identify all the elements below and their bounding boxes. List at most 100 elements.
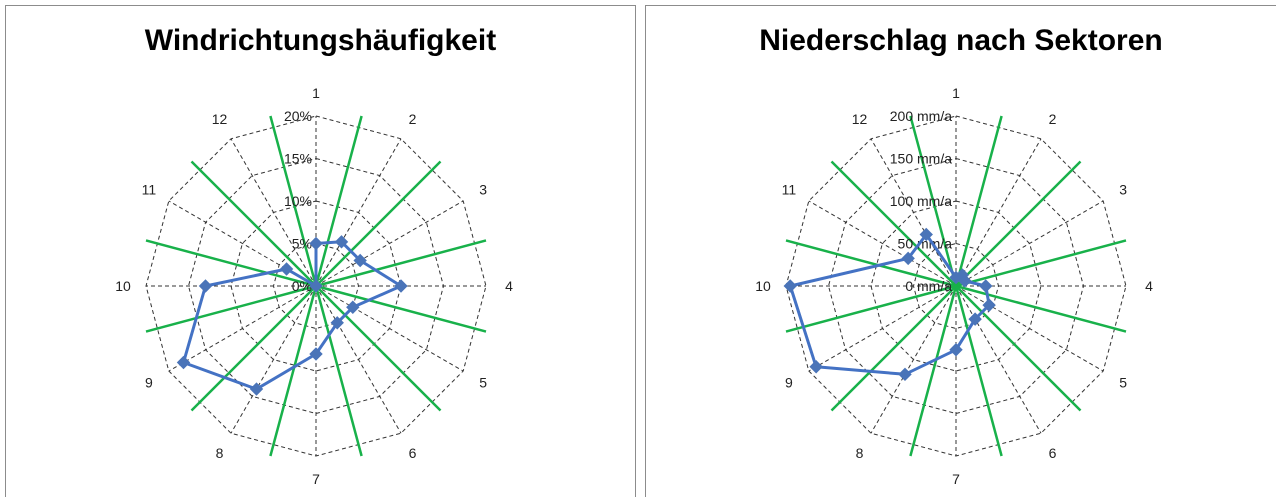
radial-tick-label: 0 mm/a xyxy=(905,278,952,294)
sector-boundary-line xyxy=(314,285,363,457)
data-point-marker xyxy=(958,274,972,288)
data-point-marker xyxy=(982,298,996,312)
category-label: 11 xyxy=(142,182,157,198)
category-label: 7 xyxy=(952,471,960,487)
category-label: 4 xyxy=(1145,278,1153,294)
grid-spoke xyxy=(315,200,464,287)
category-label: 6 xyxy=(409,445,417,461)
category-label: 8 xyxy=(856,445,864,461)
data-point-marker xyxy=(309,279,323,293)
radial-tick-label: 10% xyxy=(284,193,312,209)
data-point-marker xyxy=(394,279,408,293)
grid-spoke xyxy=(230,285,317,434)
chart-title: Windrichtungshäufigkeit xyxy=(144,24,497,57)
radial-tick-label: 200 mm/a xyxy=(890,108,952,124)
category-label: 9 xyxy=(785,375,793,391)
sector-boundary-line xyxy=(909,115,958,287)
data-point-marker xyxy=(809,360,823,374)
sector-boundary-line xyxy=(954,115,1003,287)
data-point-marker xyxy=(198,279,213,293)
data-point-marker xyxy=(330,316,344,330)
category-label: 2 xyxy=(409,111,417,127)
category-label: 12 xyxy=(212,111,228,127)
category-label: 10 xyxy=(755,278,771,294)
category-label: 11 xyxy=(782,182,797,198)
sector-boundary-line xyxy=(785,239,957,288)
grid-spoke xyxy=(808,285,957,372)
radial-tick-label: 50 mm/a xyxy=(898,236,953,252)
grid-spoke xyxy=(315,285,464,372)
category-label: 7 xyxy=(312,471,320,487)
data-point-marker xyxy=(346,300,360,314)
sector-boundary-line xyxy=(830,160,957,287)
sector-boundary-line xyxy=(190,160,317,287)
sector-boundary-line xyxy=(830,285,957,412)
category-label: 6 xyxy=(1049,445,1057,461)
sector-boundary-line xyxy=(955,284,1127,333)
grid-spoke xyxy=(955,138,1042,287)
sector-boundary-line xyxy=(315,284,487,333)
category-label: 1 xyxy=(312,85,320,101)
category-label: 5 xyxy=(479,375,487,391)
radial-tick-label: 5% xyxy=(292,236,312,252)
sector-boundary-line xyxy=(909,285,958,457)
category-label: 5 xyxy=(1119,375,1127,391)
sector-boundary-line xyxy=(190,285,317,412)
grid-spoke xyxy=(315,138,402,287)
sector-boundary-line xyxy=(955,239,1127,288)
sector-boundary-line xyxy=(315,285,442,412)
sector-boundary-line xyxy=(785,284,957,333)
data-point-marker xyxy=(898,367,912,382)
grid-spoke xyxy=(955,285,1104,372)
grid-spoke xyxy=(168,285,317,372)
sector-boundary-line xyxy=(269,285,318,457)
data-point-marker xyxy=(309,347,323,361)
sector-boundary-line xyxy=(954,285,1003,457)
grid-spoke xyxy=(808,200,957,287)
data-point-marker xyxy=(279,262,294,276)
category-label: 3 xyxy=(1119,182,1127,198)
chart-panel-wind-frequency: Windrichtungshäufigkeit 0% 5% 10% 15% 20% 1 2 3… xyxy=(5,5,636,497)
data-point-marker xyxy=(968,312,982,326)
grid-spoke xyxy=(315,285,402,434)
radial-tick-label: 15% xyxy=(284,151,312,167)
chart-panel-precipitation: Niederschlag nach Sektoren 0 mm/a 50 mm/a… xyxy=(645,5,1276,497)
data-point-marker xyxy=(949,343,963,357)
category-label: 9 xyxy=(145,375,153,391)
category-label: 4 xyxy=(505,278,513,294)
sector-boundary-line xyxy=(145,284,317,333)
radial-tick-label: 100 mm/a xyxy=(890,193,952,209)
category-label: 12 xyxy=(852,111,868,127)
category-label: 8 xyxy=(216,445,224,461)
data-point-marker xyxy=(249,382,264,396)
category-label: 10 xyxy=(115,278,131,294)
sector-boundary-line xyxy=(315,239,487,288)
sector-boundary-line xyxy=(955,285,1082,412)
radial-tick-label: 150 mm/a xyxy=(890,151,952,167)
sector-boundary-line xyxy=(269,115,318,287)
grid-spoke xyxy=(230,138,317,287)
category-label: 1 xyxy=(952,85,960,101)
data-point-marker xyxy=(309,236,323,251)
data-point-marker xyxy=(334,235,349,249)
sector-boundary-line xyxy=(145,239,317,288)
data-point-marker xyxy=(901,251,915,266)
radial-tick-label: 20% xyxy=(284,108,312,124)
sector-boundary-line xyxy=(315,160,442,287)
grid-spoke xyxy=(955,285,1042,434)
category-label: 3 xyxy=(479,182,487,198)
grid-spoke xyxy=(870,138,957,287)
sector-boundary-line xyxy=(314,115,363,287)
data-point-marker xyxy=(919,227,933,242)
data-point-marker xyxy=(979,279,993,293)
data-point-marker xyxy=(783,279,797,293)
category-label: 2 xyxy=(1049,111,1057,127)
data-point-marker xyxy=(176,355,191,370)
data-point-marker xyxy=(353,253,367,268)
grid-spoke xyxy=(955,200,1104,287)
sector-boundary-line xyxy=(955,160,1082,287)
chart-title: Niederschlag nach Sektoren xyxy=(759,24,1163,57)
grid-spoke xyxy=(870,285,957,434)
